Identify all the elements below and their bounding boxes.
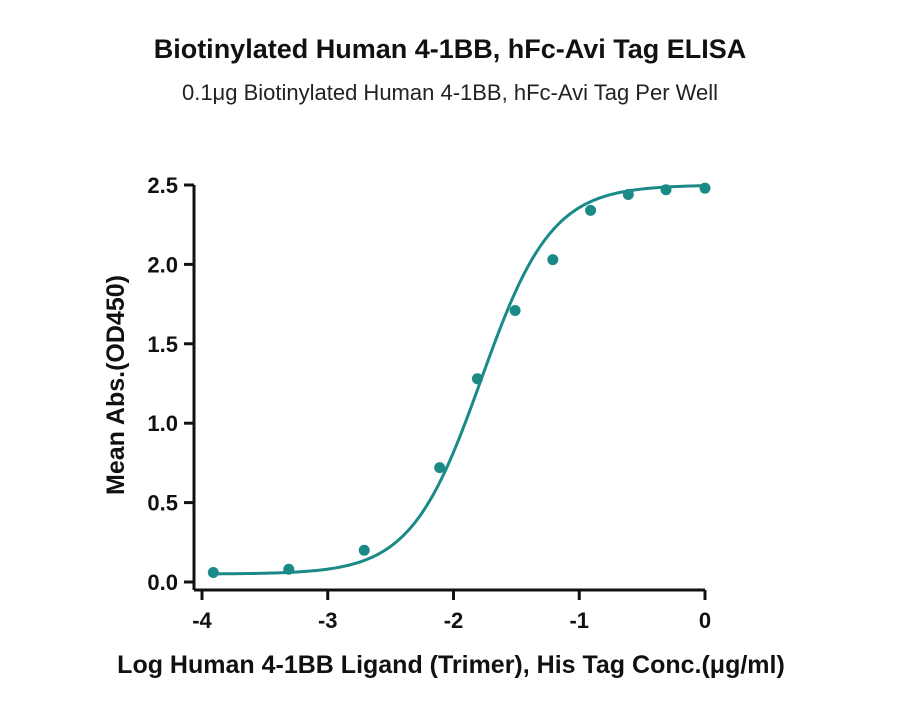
data-point <box>699 182 711 194</box>
y-tick-label: 2.0 <box>147 252 178 277</box>
chart-title: Biotinylated Human 4-1BB, hFc-Avi Tag EL… <box>154 34 747 64</box>
y-tick-label: 0.5 <box>147 491 178 516</box>
data-point <box>283 563 295 575</box>
y-tick-label: 0.0 <box>147 570 178 595</box>
chart-subtitle: 0.1μg Biotinylated Human 4-1BB, hFc-Avi … <box>182 80 718 105</box>
data-point <box>509 304 521 316</box>
x-tick-label: -4 <box>192 608 212 633</box>
data-point <box>358 544 370 556</box>
data-points <box>207 182 711 578</box>
y-tick-label: 2.5 <box>147 173 178 198</box>
x-tick-label: -1 <box>569 608 589 633</box>
x-tick-label: -3 <box>318 608 338 633</box>
data-point <box>547 254 559 266</box>
fit-curve <box>213 184 706 576</box>
y-tick-label: 1.0 <box>147 411 178 436</box>
x-axis-ticks: -4 -3 -2 -1 0 <box>192 590 711 633</box>
x-axis-label: Log Human 4-1BB Ligand (Trimer), His Tag… <box>117 651 785 679</box>
data-point <box>660 184 672 196</box>
x-tick-label: 0 <box>699 608 711 633</box>
x-tick-label: -2 <box>444 608 464 633</box>
y-axis-ticks: 0.0 0.5 1.0 1.5 2.0 2.5 <box>147 173 194 595</box>
data-point <box>622 189 634 201</box>
y-axis-label: Mean Abs.(OD450) <box>102 275 130 495</box>
data-point <box>434 462 446 474</box>
data-point <box>471 373 483 385</box>
data-point <box>585 204 597 216</box>
data-point <box>207 566 219 578</box>
y-tick-label: 1.5 <box>147 332 178 357</box>
